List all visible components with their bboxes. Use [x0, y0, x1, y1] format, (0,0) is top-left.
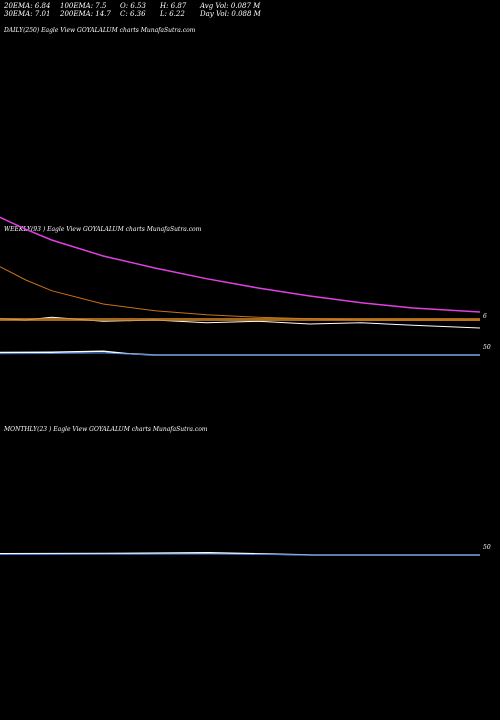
monthly-indicator-tick-label-0: 50 [483, 544, 491, 551]
high-value: H: 6.87 [160, 2, 187, 10]
daily-panel-title: DAILY(250) Eagle View GOYALALUM charts M… [4, 27, 196, 34]
monthly-panel-title: MONTHLY(23 ) Eagle View GOYALALUM charts… [4, 426, 208, 433]
ema30-value: 30EMA: 7.01 [4, 10, 51, 18]
day-vol-value: Day Vol: 0.088 M [200, 10, 261, 18]
weekly-volume-band [0, 318, 480, 321]
weekly-indicator-series-1 [0, 352, 480, 356]
avg-vol-value: Avg Vol: 0.087 M [200, 2, 261, 10]
open-value: O: 6.53 [120, 2, 146, 10]
ema100-value: 100EMA: 7.5 [60, 2, 107, 10]
low-value: L: 6.22 [160, 10, 185, 18]
weekly-price-chart-tick-label-0: 6 [483, 313, 487, 320]
ema20-value: 20EMA: 6.84 [4, 2, 51, 10]
weekly-panel-title: WEEKLY(93 ) Eagle View GOYALALUM charts … [4, 226, 202, 233]
weekly-indicator-tick-label-0: 50 [483, 344, 491, 351]
ema200-value: 200EMA: 14.7 [60, 10, 111, 18]
monthly-indicator-series-1 [0, 553, 480, 556]
weekly-price-chart-series-1 [0, 266, 480, 321]
close-value: C: 6.36 [120, 10, 146, 18]
weekly-price-chart-series-0 [0, 216, 481, 313]
